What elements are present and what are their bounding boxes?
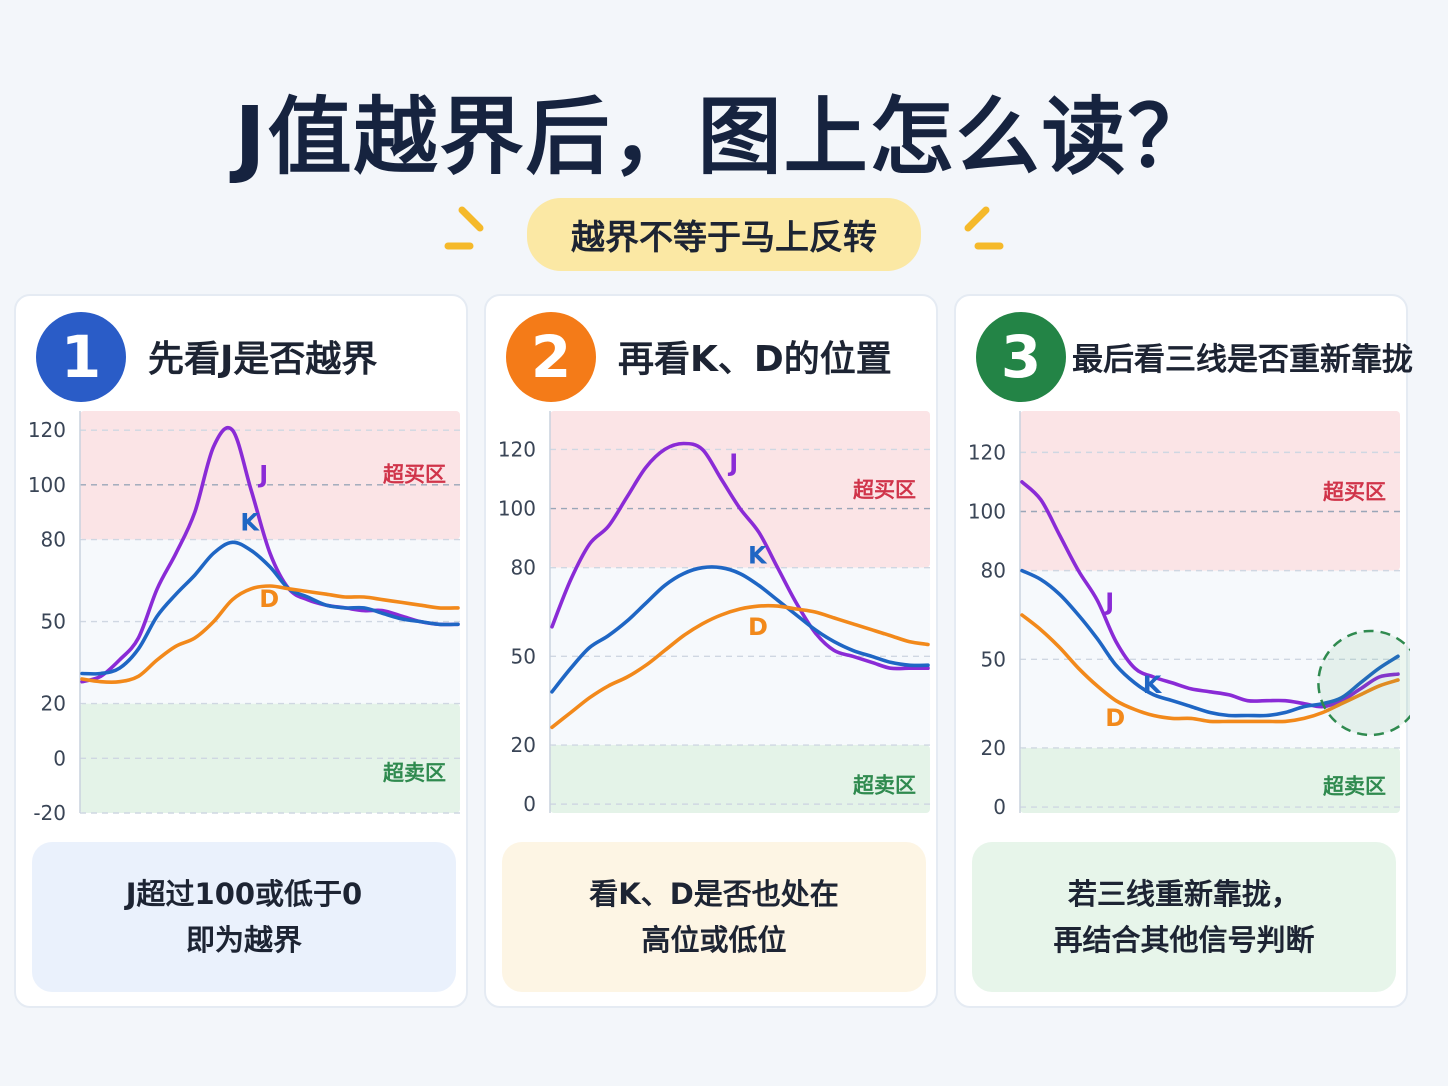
- step-heading: 再看K、D的位置: [618, 339, 892, 380]
- note-line-2: 再结合其他信号判断: [1053, 923, 1315, 957]
- series-line-J: [80, 425, 460, 684]
- overbought-label: 超买区: [383, 463, 446, 487]
- overbought-zone: [550, 411, 930, 568]
- note-line-1: J超过100或低于0: [125, 877, 363, 911]
- overbought-zone: [1020, 411, 1400, 571]
- series-label-D: D: [259, 585, 279, 613]
- step-card-3: 3 最后看三线是否重新靠拢 120 100 80 50 20 0 超买区超卖区 J K D 若三线…: [954, 294, 1413, 1008]
- y-tick-label: 100: [28, 473, 66, 497]
- oversold-zone: [1020, 747, 1400, 813]
- series-label-K: K: [748, 542, 768, 570]
- series-label-J: J: [727, 449, 738, 477]
- y-tick-label: -20: [33, 801, 66, 821]
- y-tick-label: 100: [498, 497, 536, 521]
- step-number-badge: 2: [506, 312, 596, 402]
- y-tick-label: 20: [41, 692, 66, 716]
- step-note: 若三线重新靠拢， 再结合其他信号判断: [972, 842, 1396, 992]
- step-number-badge: 1: [36, 312, 126, 402]
- y-tick-label: 0: [53, 746, 66, 770]
- sparkle-right-icon: [964, 206, 1004, 250]
- y-tick-label: 0: [993, 795, 1006, 819]
- y-tick-label: 20: [981, 736, 1006, 760]
- convergence-highlight-circle: [1317, 629, 1410, 737]
- series-label-K: K: [240, 508, 260, 536]
- page-title: J值越界后，图上怎么读？: [234, 88, 1214, 186]
- step-note: J超过100或低于0 即为越界: [32, 842, 456, 992]
- y-tick-label: 120: [968, 440, 1006, 464]
- note-line-2: 高位或低位: [641, 923, 787, 957]
- y-tick-label: 100: [968, 500, 1006, 524]
- series-label-J: J: [257, 460, 268, 488]
- series-label-J: J: [1103, 588, 1114, 616]
- y-tick-label: 50: [511, 644, 536, 668]
- step-heading: 最后看三线是否重新靠拢: [1072, 342, 1413, 378]
- y-tick-label: 50: [41, 610, 66, 634]
- series-label-D: D: [748, 613, 768, 641]
- step-card-2: 2 再看K、D的位置 120 100 80 50 20 0 超买区超卖区 J K D 看K、D是否…: [484, 294, 938, 1008]
- note-line-2: 即为越界: [185, 923, 302, 957]
- note-line-1: 若三线重新靠拢，: [1067, 877, 1300, 911]
- overbought-zone: [80, 411, 460, 540]
- overbought-label: 超买区: [1323, 480, 1386, 504]
- oversold-label: 超卖区: [383, 761, 446, 785]
- note-line-1: 看K、D是否也处在: [589, 877, 839, 911]
- oversold-label: 超卖区: [1323, 774, 1386, 798]
- step-card-1: 1 先看J是否越界 120 100 80 50 20 0 -20 超买区超卖区 J K D J超过1…: [14, 294, 468, 1008]
- series-label-K: K: [1143, 671, 1163, 699]
- y-tick-label: 120: [498, 437, 536, 461]
- oversold-label: 超卖区: [853, 774, 916, 798]
- y-tick-label: 50: [981, 647, 1006, 671]
- y-tick-label: 80: [41, 528, 66, 552]
- step-note: 看K、D是否也处在 高位或低位: [502, 842, 926, 992]
- sparkle-left-icon: [444, 206, 484, 250]
- subtitle-pill: 越界不等于马上反转: [527, 198, 921, 271]
- oversold-zone: [550, 745, 930, 813]
- y-tick-label: 20: [511, 733, 536, 757]
- series-label-D: D: [1105, 704, 1125, 732]
- y-tick-label: 0: [523, 792, 536, 816]
- y-tick-label: 120: [28, 418, 66, 442]
- overbought-label: 超买区: [853, 478, 916, 502]
- step-heading: 先看J是否越界: [148, 339, 378, 380]
- y-tick-label: 80: [511, 556, 536, 580]
- step-number-badge: 3: [976, 312, 1066, 402]
- y-tick-label: 80: [981, 559, 1006, 583]
